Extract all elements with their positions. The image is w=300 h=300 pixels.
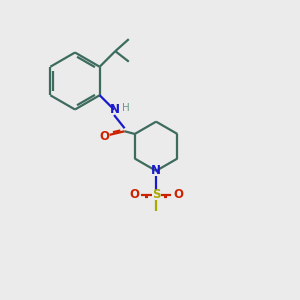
Text: O: O [129,188,139,201]
Text: N: N [151,164,161,177]
Text: H: H [122,103,129,113]
Text: S: S [152,188,160,201]
Text: O: O [99,130,109,143]
Text: O: O [173,188,183,201]
Text: N: N [110,103,120,116]
